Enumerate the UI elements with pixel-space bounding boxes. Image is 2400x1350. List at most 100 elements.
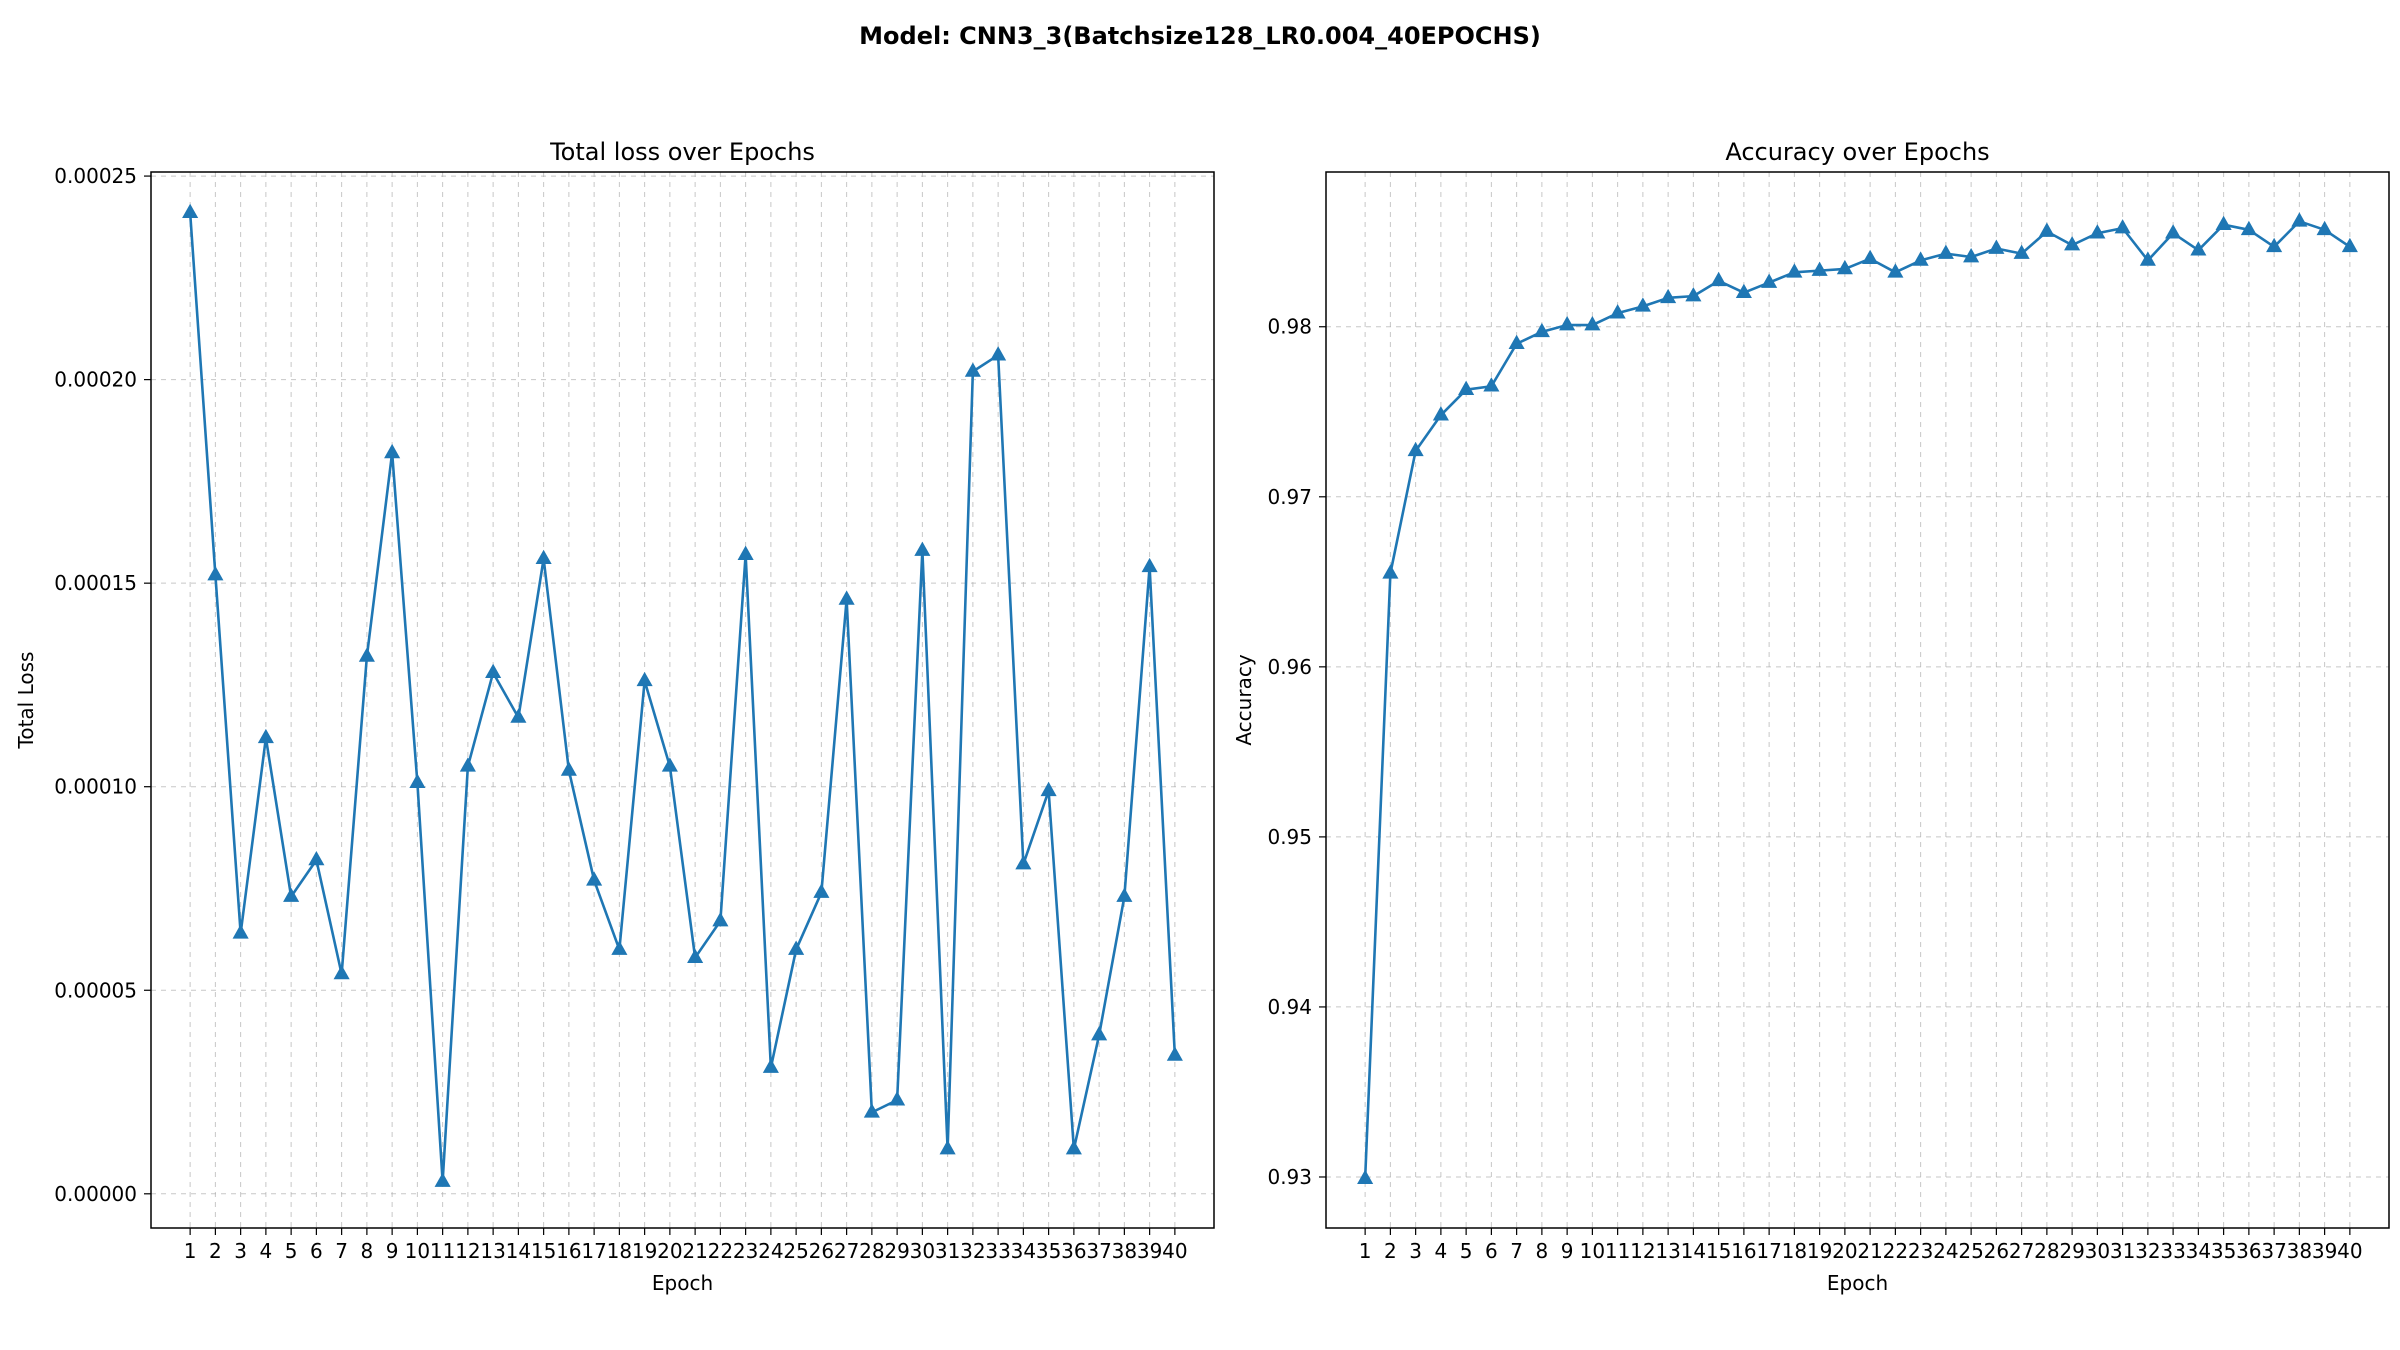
loss-point-marker	[939, 1140, 956, 1155]
loss-xtick-label: 6	[310, 1239, 323, 1263]
loss-xtick-label: 14	[506, 1239, 531, 1263]
acc-xtick-label: 36	[2236, 1239, 2261, 1263]
loss-ytick-label: 0.00010	[54, 775, 137, 799]
acc-xtick-label: 17	[1756, 1239, 1781, 1263]
acc-point-marker	[1963, 248, 1980, 263]
acc-xtick-label: 33	[2160, 1239, 2185, 1263]
acc-xtick-label: 35	[2211, 1239, 2236, 1263]
acc-point-marker	[1609, 304, 1626, 319]
acc-point-marker	[1634, 297, 1651, 312]
acc-point-marker	[2089, 224, 2106, 239]
acc-xtick-label: 38	[2287, 1239, 2312, 1263]
acc-xtick-label: 20	[1832, 1239, 1857, 1263]
acc-xtick-label: 21	[1857, 1239, 1882, 1263]
loss-point-marker	[308, 850, 325, 866]
loss-ytick-label: 0.00000	[54, 1182, 137, 1206]
loss-point-marker	[990, 346, 1007, 361]
loss-xtick-label: 1	[184, 1239, 197, 1263]
acc-point-marker	[2165, 224, 2182, 239]
acc-point-marker	[2038, 222, 2055, 237]
acc-point-marker	[2190, 241, 2207, 256]
loss-xtick-label: 25	[783, 1239, 808, 1263]
acc-point-marker	[1786, 263, 1803, 278]
loss-xtick-label: 39	[1137, 1239, 1162, 1263]
acc-point-marker	[1735, 283, 1752, 299]
loss-point-marker	[409, 773, 426, 788]
acc-ytick-label: 0.94	[1267, 995, 1312, 1019]
loss-xtick-label: 30	[910, 1239, 935, 1263]
acc-point-marker	[1862, 249, 1879, 265]
loss-xtick-label: 11	[430, 1239, 455, 1263]
acc-xtick-label: 37	[2261, 1239, 2286, 1263]
loss-point-marker	[838, 590, 855, 605]
loss-chart-title: Total loss over Epochs	[549, 138, 815, 166]
loss-xtick-label: 8	[361, 1239, 374, 1263]
loss-xtick-label: 21	[682, 1239, 707, 1263]
loss-xtick-label: 2	[209, 1239, 222, 1263]
acc-xtick-label: 5	[1460, 1239, 1473, 1263]
loss-ytick-label: 0.00005	[54, 978, 137, 1002]
loss-xtick-label: 15	[531, 1239, 556, 1263]
acc-point-marker	[1508, 334, 1525, 350]
loss-point-marker	[863, 1103, 880, 1118]
loss-xtick-label: 27	[834, 1239, 859, 1263]
loss-point-marker	[964, 362, 981, 377]
acc-point-marker	[1836, 259, 1853, 275]
acc-xtick-label: 29	[2059, 1239, 2084, 1263]
acc-point-marker	[1811, 261, 1828, 276]
loss-point-marker	[333, 964, 350, 980]
acc-ytick-label: 0.98	[1267, 315, 1312, 339]
loss-axes-frame	[150, 171, 1215, 1229]
acc-point-marker	[2316, 220, 2333, 236]
loss-xtick-label: 26	[809, 1239, 834, 1263]
acc-xtick-label: 28	[2034, 1239, 2059, 1263]
loss-xtick-label: 32	[960, 1239, 985, 1263]
acc-point-marker	[1533, 322, 1550, 338]
acc-point-marker	[1559, 316, 1576, 331]
acc-point-marker	[1584, 316, 1601, 331]
acc-point-marker	[1988, 239, 2005, 254]
loss-xtick-label: 35	[1036, 1239, 1061, 1263]
loss-point-marker	[510, 708, 527, 723]
loss-ytick-label: 0.00020	[54, 368, 137, 392]
loss-point-marker	[485, 663, 502, 679]
loss-point-marker	[1015, 855, 1032, 870]
acc-point-marker	[1407, 441, 1424, 457]
loss-point-marker	[611, 940, 628, 955]
acc-xtick-label: 9	[1561, 1239, 1574, 1263]
loss-point-marker	[636, 671, 653, 687]
loss-y-axis-label: Total Loss	[14, 652, 38, 750]
loss-point-marker	[283, 887, 300, 902]
loss-point-marker	[1166, 1046, 1183, 1061]
loss-point-marker	[586, 871, 603, 886]
acc-point-marker	[1382, 564, 1399, 579]
acc-xtick-label: 22	[1883, 1239, 1908, 1263]
loss-point-marker	[535, 549, 552, 565]
loss-ytick-label: 0.00015	[54, 571, 137, 595]
loss-xtick-label: 16	[556, 1239, 581, 1263]
loss-point-marker	[560, 761, 577, 776]
loss-series-line	[188, 212, 1177, 1183]
acc-xtick-label: 27	[2009, 1239, 2034, 1263]
acc-y-axis-label: Accuracy	[1232, 654, 1256, 745]
acc-xtick-label: 24	[1933, 1239, 1958, 1263]
loss-xtick-label: 40	[1162, 1239, 1187, 1263]
figure-title: Model: CNN3_3(Batchsize128_LR0.004_40EPO…	[859, 22, 1541, 50]
loss-xtick-label: 13	[480, 1239, 505, 1263]
loss-xtick-label: 9	[386, 1239, 399, 1263]
loss-xtick-label: 5	[285, 1239, 298, 1263]
acc-ytick-label: 0.97	[1267, 485, 1312, 509]
loss-point-marker	[358, 647, 375, 662]
acc-xtick-label: 4	[1435, 1239, 1448, 1263]
loss-point-marker	[384, 443, 401, 459]
acc-xtick-label: 34	[2186, 1239, 2211, 1263]
loss-xtick-label: 10	[405, 1239, 430, 1263]
loss-point-marker	[813, 883, 830, 898]
acc-point-marker	[2139, 251, 2156, 266]
acc-xtick-label: 18	[1782, 1239, 1807, 1263]
acc-point-marker	[1660, 288, 1677, 304]
loss-xtick-label: 33	[985, 1239, 1010, 1263]
acc-xtick-label: 26	[1984, 1239, 2009, 1263]
loss-point-marker	[1116, 887, 1133, 902]
